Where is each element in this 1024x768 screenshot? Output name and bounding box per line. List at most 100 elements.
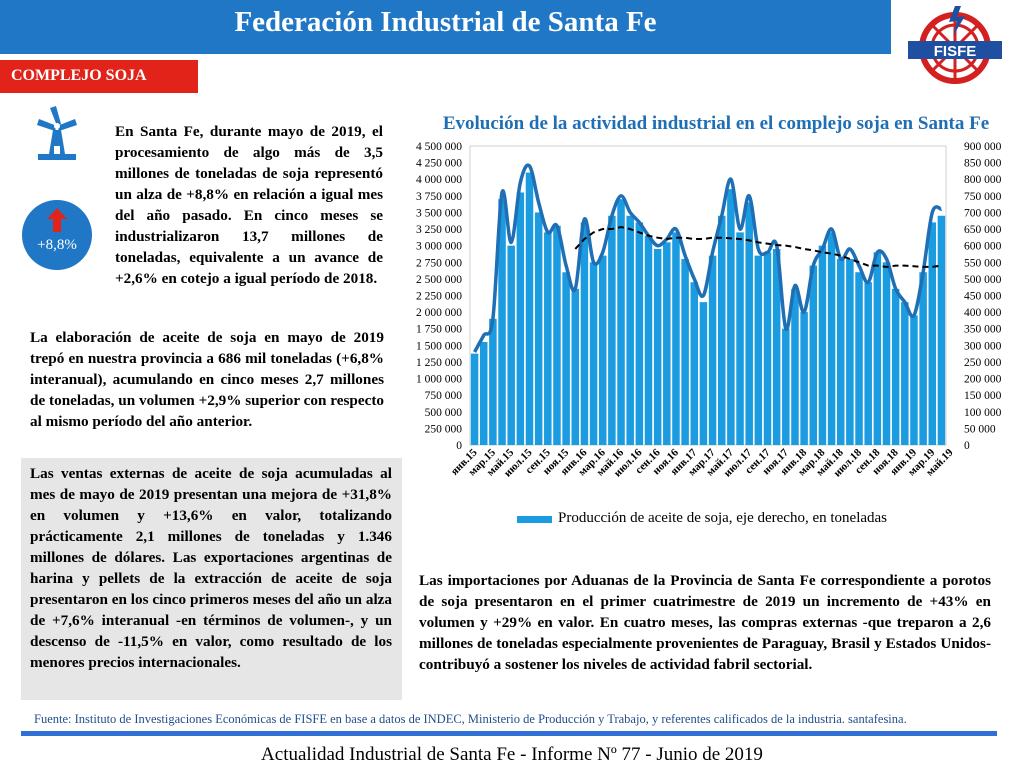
logo-text: FISFE [934, 43, 977, 60]
bar [644, 235, 653, 445]
bar [635, 222, 644, 445]
left-tick-label: 2 500 000 [416, 274, 462, 286]
bar [727, 189, 735, 445]
bar [608, 215, 616, 445]
chart-gridlines [469, 145, 947, 446]
paragraph-exports: Las ventas externas de aceite de soja ac… [30, 465, 392, 671]
paragraph-oil-production: La elaboración de aceite de soja en mayo… [30, 329, 384, 430]
right-tick-label: 750 000 [964, 191, 1002, 203]
right-tick-label: 850 000 [964, 158, 1002, 170]
soy-activity-chart: 4 500 000 4 250 000 4 000 000 3 750 000 3 50… [416, 141, 1002, 479]
paragraph-imports: Las importaciones por Aduanas de la Prov… [419, 572, 991, 673]
left-tick-label: 4 250 000 [416, 158, 462, 170]
right-tick-label: 500 000 [964, 274, 1002, 286]
legend-swatch [517, 516, 552, 523]
plot-area [469, 145, 947, 446]
bar [681, 258, 689, 445]
right-tick-label: 800 000 [964, 174, 1002, 186]
section-tag: COMPLEJO SOJA [0, 60, 198, 93]
left-tick-label: 3 750 000 [416, 191, 462, 203]
left-tick-label: 1 500 000 [416, 340, 462, 352]
left-tick-label: 2 750 000 [416, 257, 462, 269]
arrow-up-icon [47, 208, 67, 232]
right-tick-label: 700 000 [964, 207, 1002, 219]
growth-badge: +8,8% [22, 200, 92, 270]
left-tick-label: 250 000 [425, 423, 463, 435]
left-tick-label: 1 000 000 [416, 374, 462, 386]
left-tick-label: 1 750 000 [416, 324, 462, 336]
bar [846, 258, 854, 445]
bar [489, 318, 497, 445]
section-label: COMPLEJO SOJA [11, 67, 147, 84]
left-tick-label: 3 500 000 [416, 207, 462, 219]
bar [699, 302, 708, 445]
divider [21, 731, 997, 736]
bar [836, 258, 845, 445]
left-tick-label: 3 000 000 [416, 241, 462, 253]
bar [763, 252, 772, 445]
trend-line [574, 226, 942, 268]
bar [891, 288, 900, 445]
left-tick-label: 500 000 [425, 407, 463, 419]
badge-value: +8,8% [37, 237, 77, 253]
bar [470, 353, 479, 445]
chart-title: Evolución de la actividad industrial en … [442, 113, 990, 134]
bar [827, 232, 836, 445]
source-note: Fuente: Instituto de Investigaciones Eco… [34, 712, 907, 726]
bar [818, 245, 827, 445]
bar [717, 215, 726, 445]
bar [525, 172, 534, 446]
right-tick-label: 50 000 [964, 423, 996, 435]
legend-label: Producción de aceite de soja, eje derech… [558, 510, 888, 526]
right-tick-label: 600 000 [964, 241, 1002, 253]
left-tick-label: 4 500 000 [416, 141, 462, 153]
left-tick-label: 0 [456, 440, 462, 452]
bar [800, 312, 808, 445]
right-tick-label: 400 000 [964, 307, 1002, 319]
bar [937, 215, 946, 445]
bar [910, 315, 918, 445]
exports-box [21, 458, 402, 700]
line-series [473, 163, 943, 353]
right-tick-label: 450 000 [964, 291, 1002, 303]
bar [919, 272, 927, 445]
page-title: Federación Industrial de Santa Fe [234, 6, 657, 38]
bar [873, 252, 882, 445]
right-tick-label: 350 000 [964, 324, 1002, 336]
left-tick-label: 4 000 000 [416, 174, 462, 186]
bar [791, 288, 799, 445]
bar [708, 255, 717, 445]
bar [498, 199, 506, 445]
bar [690, 282, 699, 445]
bar [928, 222, 937, 445]
bar [516, 192, 525, 445]
left-axis-ticks: 4 500 000 4 250 000 4 000 000 3 750 000 3 50… [416, 141, 462, 452]
bar [479, 342, 488, 445]
left-tick-label: 1 250 000 [416, 357, 462, 369]
bar [544, 232, 552, 445]
bar [772, 248, 781, 445]
bar [534, 212, 543, 445]
bar-series [470, 172, 946, 446]
bar [745, 202, 753, 445]
windmill-icon [37, 106, 77, 160]
bar [580, 222, 589, 445]
bar [562, 272, 570, 445]
bar [864, 282, 872, 445]
bar [571, 288, 580, 445]
right-tick-label: 100 000 [964, 407, 1002, 419]
right-tick-label: 550 000 [964, 257, 1002, 269]
paragraph-processing: En Santa Fe, durante mayo de 2019, el pr… [115, 123, 383, 287]
right-tick-label: 650 000 [964, 224, 1002, 236]
right-axis-ticks: 900 000 850 000 800 000 750 000 700 000 650 0… [964, 141, 1002, 452]
bar [901, 302, 909, 445]
bar [653, 248, 662, 445]
right-tick-label: 900 000 [964, 141, 1002, 153]
series-line [473, 163, 943, 353]
bar [617, 199, 625, 445]
bar [855, 272, 863, 445]
bar [626, 215, 634, 445]
bar [882, 262, 891, 445]
right-tick-label: 150 000 [964, 390, 1002, 402]
left-tick-label: 750 000 [425, 390, 463, 402]
